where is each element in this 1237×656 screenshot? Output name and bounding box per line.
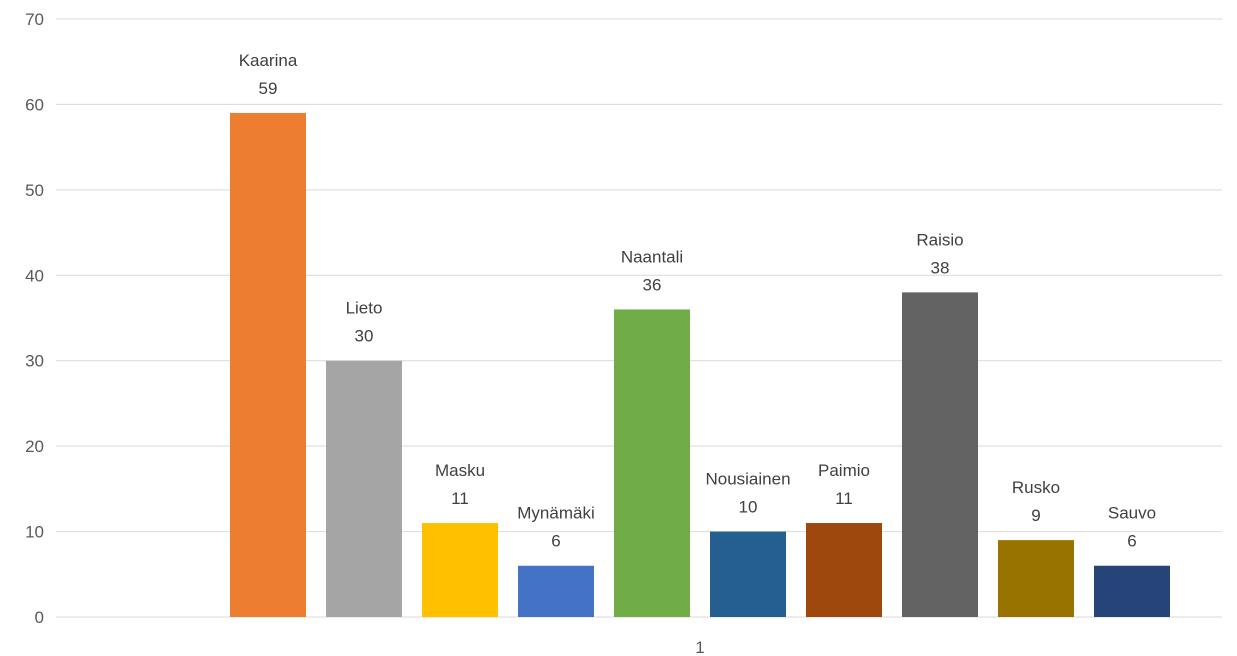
- data-label-name: Mynämäki: [517, 504, 594, 523]
- data-label-name: Kaarina: [239, 51, 298, 70]
- x-category-label: 1: [695, 638, 704, 656]
- data-label-value: 30: [355, 327, 374, 346]
- data-label-name: Nousiainen: [705, 470, 790, 489]
- bar-kaarina: [230, 112, 306, 617]
- x-axis: 1: [695, 638, 704, 656]
- y-tick-label: 50: [25, 181, 44, 200]
- bar-naantali: [614, 309, 690, 617]
- data-label-value: 11: [451, 489, 469, 508]
- y-tick-label: 20: [25, 437, 44, 456]
- y-tick-label: 60: [25, 95, 44, 114]
- data-label-name: Masku: [435, 461, 485, 480]
- data-label-value: 59: [259, 79, 278, 98]
- bar-masku: [422, 523, 498, 617]
- y-tick-label: 40: [25, 266, 44, 285]
- data-label-name: Sauvo: [1108, 504, 1156, 523]
- bar-paimio: [806, 523, 882, 617]
- data-label-value: 6: [551, 532, 560, 551]
- data-label-value: 10: [739, 498, 758, 517]
- bar-sauvo: [1094, 565, 1170, 617]
- bars: [230, 112, 1170, 617]
- data-label-value: 6: [1127, 532, 1136, 551]
- y-tick-label: 0: [35, 608, 44, 627]
- data-label-value: 38: [931, 258, 950, 277]
- bar-rusko: [998, 540, 1074, 617]
- data-label-name: Naantali: [621, 247, 683, 266]
- data-label-value: 36: [643, 275, 662, 294]
- data-label-name: Lieto: [346, 299, 383, 318]
- y-axis-tick-labels: 0 10 20 30 40 50 60 70: [25, 10, 44, 627]
- data-label-name: Raisio: [916, 230, 963, 249]
- bar-lieto: [326, 360, 402, 617]
- data-label-name: Paimio: [818, 461, 870, 480]
- data-labels: Kaarina 59 Lieto 30 Masku 11 Mynämäki 6 Naantali…: [239, 51, 1156, 551]
- data-label-name: Rusko: [1012, 478, 1060, 497]
- data-label-value: 9: [1031, 506, 1040, 525]
- bar-raisio: [902, 292, 978, 617]
- y-tick-label: 10: [25, 523, 44, 542]
- bar-nousiainen: [710, 531, 786, 617]
- y-tick-label: 30: [25, 352, 44, 371]
- bar-mynämäki: [518, 565, 594, 617]
- y-tick-label: 70: [25, 10, 44, 29]
- data-label-value: 11: [835, 489, 853, 508]
